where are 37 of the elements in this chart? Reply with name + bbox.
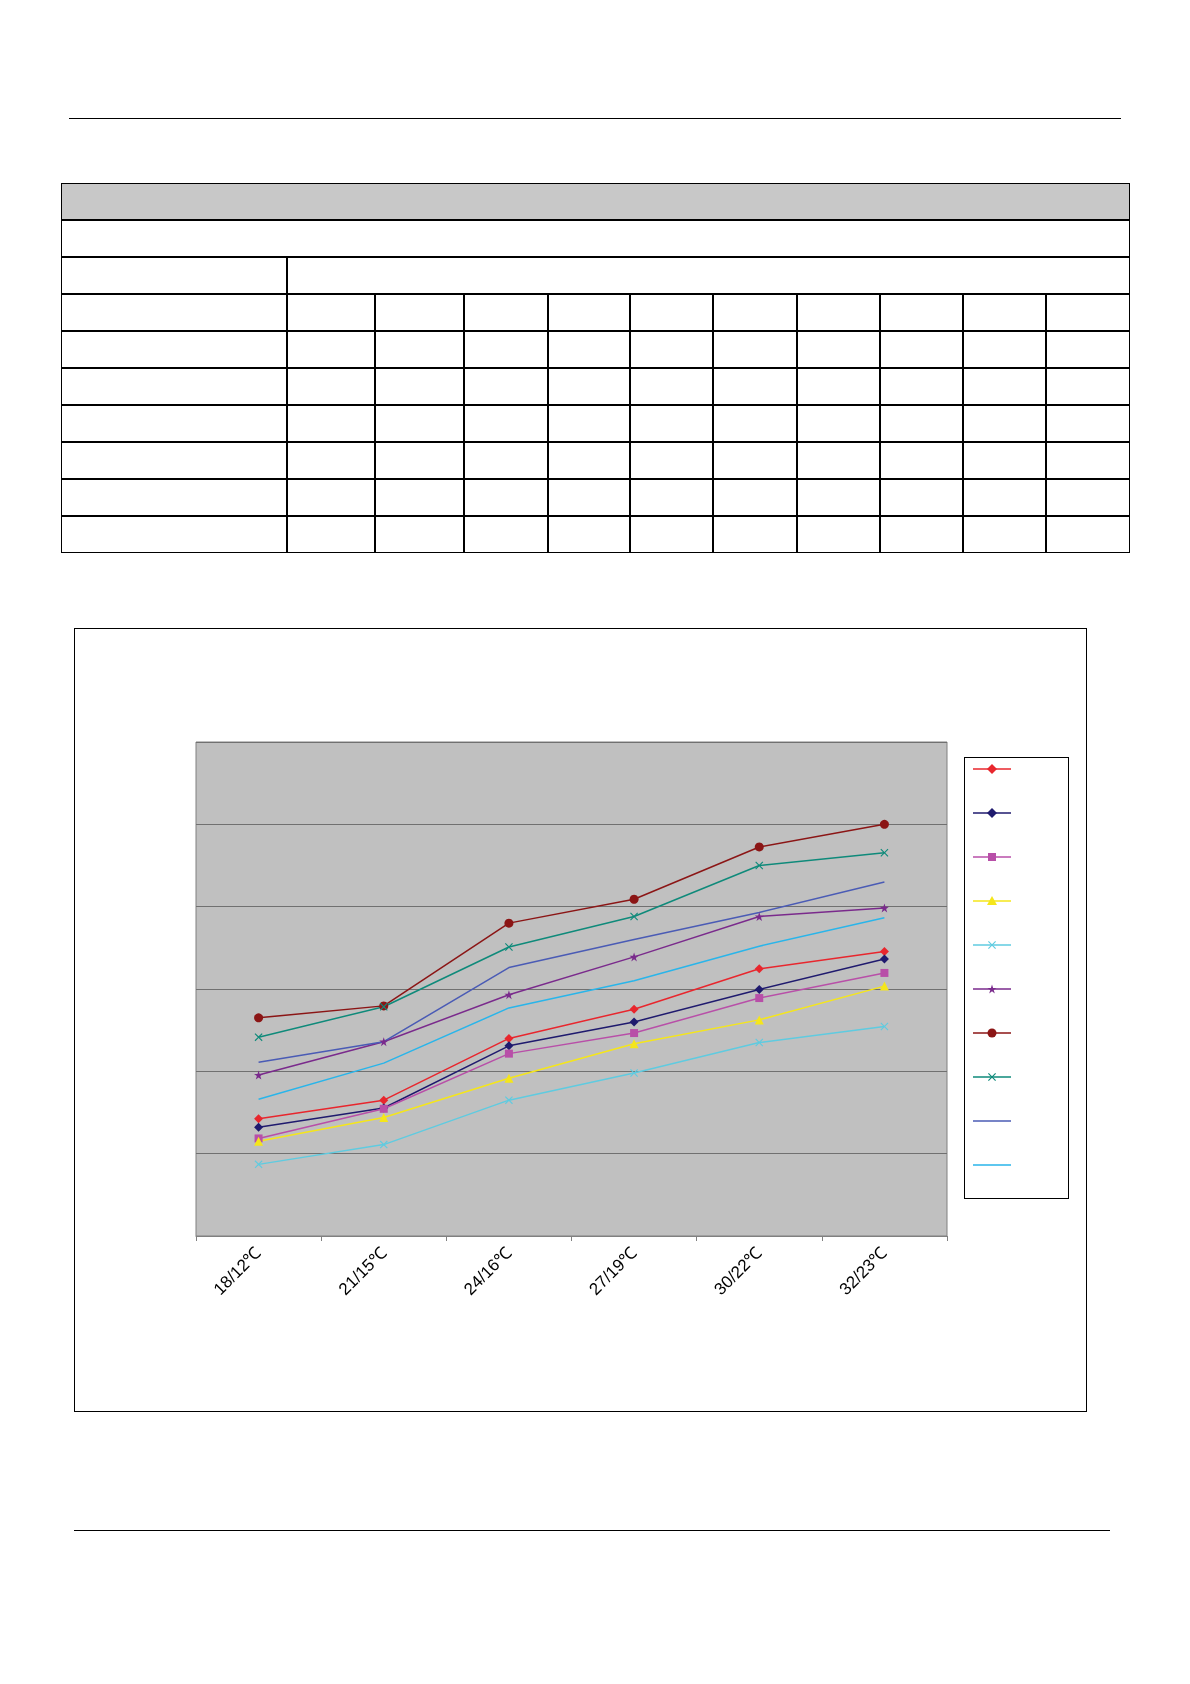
point [254,1033,263,1042]
point [754,964,764,974]
point [504,1073,514,1083]
point [379,1140,388,1149]
point [880,968,889,977]
point [504,1033,514,1043]
point [879,954,889,964]
point [629,1039,639,1049]
point [630,912,639,921]
point [504,1096,513,1105]
point [254,1122,264,1132]
point [879,947,889,957]
point [254,1013,264,1023]
point [504,1049,513,1058]
point [629,1017,639,1027]
point [880,848,889,857]
point [755,1038,764,1047]
point [504,918,514,928]
point [379,1037,389,1047]
point [254,1160,263,1169]
point [629,952,639,962]
point [630,1029,639,1038]
point [754,912,764,922]
point [879,903,889,913]
point [754,984,764,994]
point [879,981,889,991]
point [629,894,639,904]
point [379,1095,389,1105]
point [879,819,889,829]
point [254,1114,264,1124]
point [629,1004,639,1014]
point [755,861,764,870]
point [755,994,764,1003]
point [754,842,764,852]
point [254,1070,264,1080]
point [379,1112,389,1122]
point [504,1041,514,1051]
